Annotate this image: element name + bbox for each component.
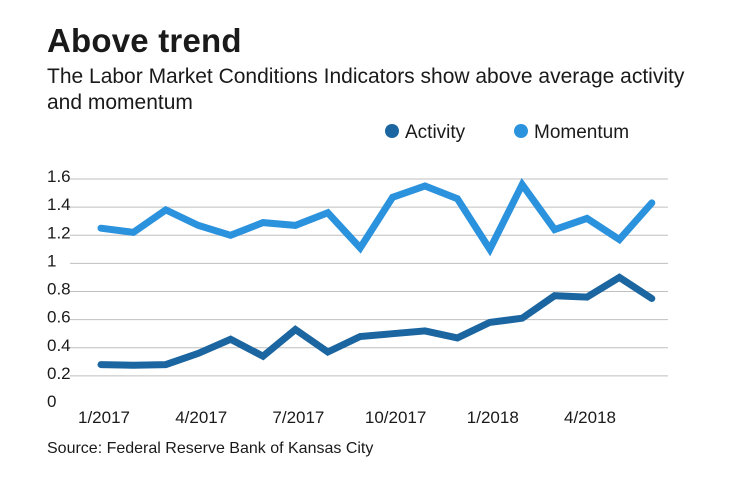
series-lines <box>97 177 656 369</box>
series-line-momentum <box>97 177 656 257</box>
x-tick-label: 4/2018 <box>564 408 616 427</box>
chart-title: Above trend <box>47 22 242 59</box>
y-tick-label: 0.4 <box>47 336 71 355</box>
y-tick-label: 1.2 <box>47 223 71 242</box>
y-tick-label: 0.2 <box>47 364 71 383</box>
x-tick-label: 7/2017 <box>272 408 324 427</box>
legend-label-activity: Activity <box>405 122 466 143</box>
y-tick-label: 0.8 <box>47 280 71 299</box>
source-note: Source: Federal Reserve Bank of Kansas C… <box>47 440 374 457</box>
y-tick-label: 1.6 <box>47 167 71 186</box>
chart-subtitle: The Labor Market Conditions Indicators s… <box>47 65 685 114</box>
legend-label-momentum: Momentum <box>534 122 629 143</box>
y-tick-label: 1.4 <box>47 195 71 214</box>
y-tick-label: 0 <box>47 392 56 411</box>
legend-marker-momentum <box>514 124 528 138</box>
y-tick-label: 1 <box>47 251 56 270</box>
x-tick-label: 10/2017 <box>365 408 426 427</box>
series-line-activity <box>97 273 656 369</box>
y-axis-labels: 0 0.2 0.4 0.6 0.8 1 1.2 1.4 1.6 <box>47 167 71 411</box>
x-tick-label: 1/2017 <box>78 408 130 427</box>
x-tick-label: 4/2017 <box>175 408 227 427</box>
legend: Activity Momentum <box>385 122 629 143</box>
legend-marker-activity <box>385 124 399 138</box>
x-tick-label: 1/2018 <box>467 408 519 427</box>
x-axis-labels: 1/2017 4/2017 7/2017 10/2017 1/2018 4/2018 <box>78 408 616 427</box>
y-tick-label: 0.6 <box>47 308 71 327</box>
gridlines <box>70 178 668 377</box>
